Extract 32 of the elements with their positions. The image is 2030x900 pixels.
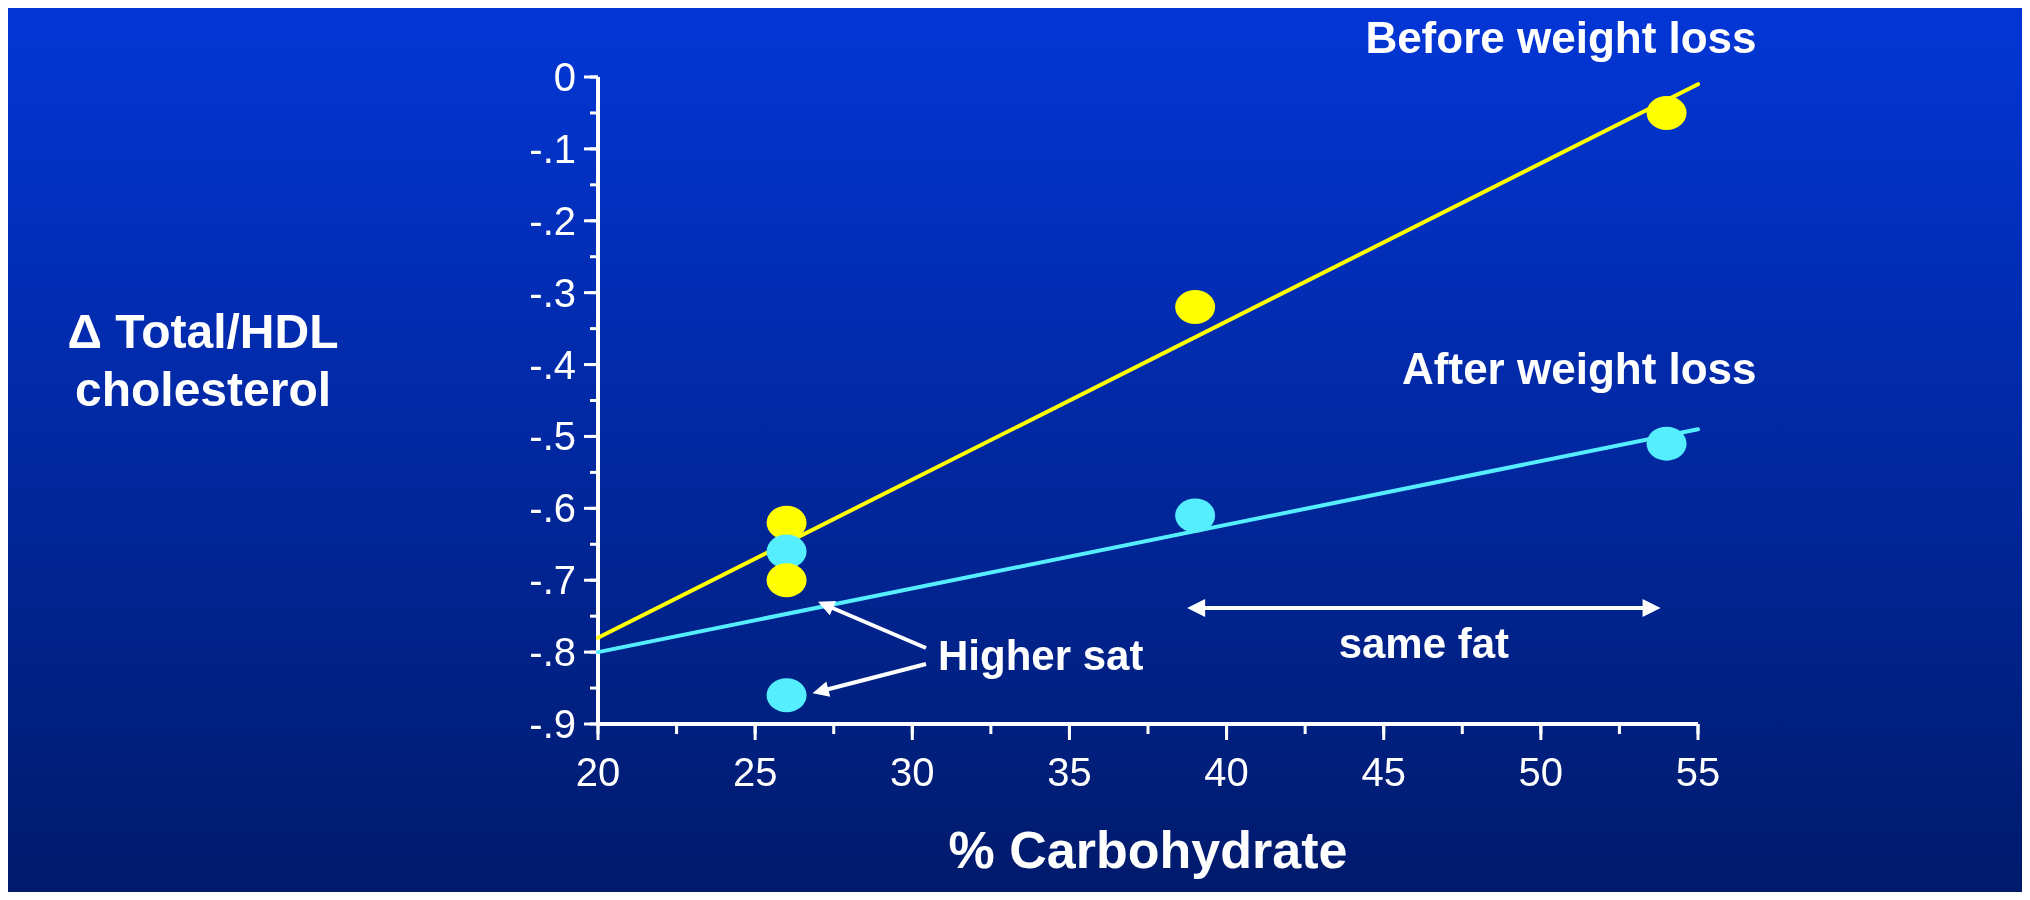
x-tick-label: 25: [732, 750, 778, 794]
y-tick-label: -.1: [529, 126, 576, 171]
x-axis-title: % Carbohydrate: [948, 821, 1348, 879]
series-label: Before weight loss: [1365, 12, 1757, 62]
y-tick-label: 0: [553, 55, 576, 99]
x-tick-label: 30: [890, 750, 935, 794]
y-tick-label: -.9: [529, 702, 576, 746]
y-tick-label: -.4: [529, 342, 576, 387]
point: [1175, 290, 1216, 325]
point: [1646, 95, 1687, 130]
x-tick-label: 45: [1361, 750, 1406, 794]
point: [766, 563, 807, 598]
y-tick-label: -.6: [529, 486, 576, 531]
y-tick-label: -.7: [529, 558, 576, 603]
point: [1646, 426, 1687, 461]
annotation: Higher sat: [938, 632, 1144, 679]
y-tick-label: -.5: [529, 414, 576, 459]
y-tick-label: -.8: [529, 630, 576, 675]
y-axis-title: Δ Total/HDL cholesterol: [67, 305, 339, 416]
x-tick-label: 55: [1675, 750, 1721, 794]
x-tick-label: 50: [1518, 750, 1564, 794]
point: [766, 505, 807, 540]
y-tick-label: -.2: [529, 198, 576, 243]
annotation: same fat: [1338, 620, 1510, 667]
point: [766, 678, 807, 713]
x-tick-label: 35: [1047, 750, 1092, 794]
x-tick-label: 40: [1204, 750, 1249, 794]
x-tick-label: 20: [575, 750, 621, 794]
y-tick-label: -.3: [529, 270, 576, 315]
series-label: After weight loss: [1402, 343, 1757, 393]
point: [1175, 498, 1216, 533]
point: [766, 534, 807, 569]
